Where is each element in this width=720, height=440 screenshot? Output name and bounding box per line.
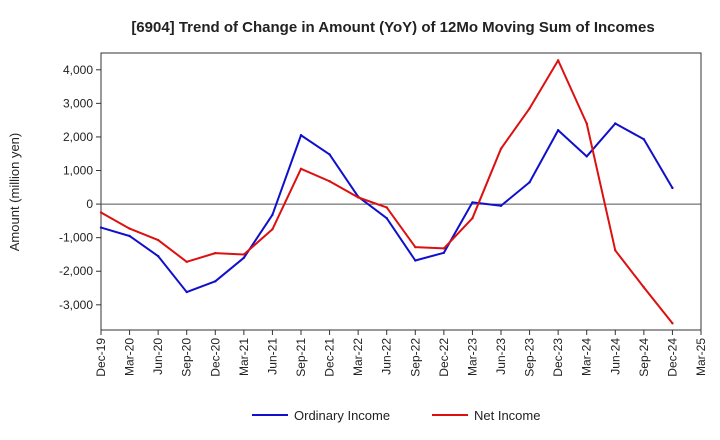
- x-tick-label: Jun-20: [151, 338, 165, 375]
- y-tick-label: 1,000: [63, 164, 93, 178]
- y-tick-label: 2,000: [63, 130, 93, 144]
- data-point-ordinary-income: [99, 226, 103, 229]
- data-point-ordinary-income: [556, 129, 560, 132]
- data-point-ordinary-income: [214, 280, 217, 283]
- data-point-ordinary-income: [499, 204, 503, 207]
- x-tick-label: Mar-23: [465, 338, 479, 376]
- x-tick-label: Mar-22: [351, 338, 365, 376]
- x-tick-label: Jun-23: [494, 338, 508, 375]
- data-point-ordinary-income: [442, 251, 446, 254]
- x-tick-labels: Dec-19 Mar-20 Jun-20 Sep-20 Dec-20 Mar-21 Jun-…: [94, 338, 708, 377]
- legend-item-ordinary-income: Ordinary Income: [252, 408, 390, 423]
- data-point-ordinary-income: [414, 259, 417, 262]
- data-point-ordinary-income: [328, 153, 331, 156]
- data-point-net-income: [99, 211, 103, 214]
- data-point-net-income: [471, 216, 474, 220]
- y-tick-labels: -3,000 -2,000 -1,000 0 1,000 2,000 3,000 4,000: [59, 63, 93, 312]
- y-axis-label: Amount (million yen): [7, 133, 22, 252]
- x-tick-label: Sep-22: [408, 338, 422, 377]
- data-point-net-income: [414, 245, 417, 249]
- data-point-net-income: [499, 147, 503, 150]
- data-point-net-income: [442, 247, 446, 250]
- x-tick-label: Dec-20: [208, 338, 222, 377]
- x-tick-label: Mar-21: [237, 338, 251, 376]
- data-point-net-income: [271, 228, 274, 231]
- data-point-ordinary-income: [156, 254, 160, 258]
- data-point-net-income: [585, 122, 588, 125]
- legend-label: Ordinary Income: [294, 408, 390, 423]
- x-tick-label: Dec-19: [94, 338, 108, 377]
- data-point-net-income: [156, 238, 160, 242]
- x-tick-label: Mar-24: [580, 338, 594, 376]
- x-tick-label: Sep-20: [180, 338, 194, 377]
- data-point-net-income: [642, 286, 646, 289]
- data-point-ordinary-income: [299, 134, 303, 137]
- data-point-ordinary-income: [614, 122, 617, 125]
- data-point-net-income: [356, 196, 360, 199]
- x-tick-label: Jun-21: [265, 338, 279, 375]
- legend: Ordinary Income Net Income: [252, 408, 540, 423]
- data-point-net-income: [242, 253, 246, 256]
- legend-label: Net Income: [474, 408, 540, 423]
- data-point-net-income: [556, 59, 560, 62]
- data-point-net-income: [328, 180, 331, 183]
- data-point-ordinary-income: [128, 234, 131, 238]
- data-point-net-income: [385, 206, 388, 209]
- x-tick-label: Dec-24: [665, 338, 679, 377]
- x-tick-label: Sep-24: [637, 338, 651, 377]
- data-point-ordinary-income: [528, 181, 531, 184]
- legend-item-net-income: Net Income: [432, 408, 540, 423]
- x-tick-label: Dec-21: [323, 338, 337, 377]
- x-tick-label: Mar-25: [694, 338, 708, 376]
- data-point-ordinary-income: [585, 155, 588, 158]
- x-tick-label: Dec-23: [551, 338, 565, 377]
- y-tick-label: 3,000: [63, 96, 93, 110]
- data-point-net-income: [185, 260, 188, 264]
- x-tick-label: Sep-21: [294, 338, 308, 377]
- data-point-ordinary-income: [385, 216, 388, 220]
- chart-title: [6904] Trend of Change in Amount (YoY) o…: [131, 19, 654, 36]
- data-point-net-income: [214, 251, 217, 255]
- x-tick-label: Jun-24: [608, 338, 622, 375]
- x-tick-label: Dec-22: [437, 338, 451, 377]
- data-point-ordinary-income: [671, 186, 674, 190]
- data-point-net-income: [614, 249, 617, 252]
- data-point-net-income: [299, 167, 303, 171]
- data-point-ordinary-income: [471, 201, 474, 204]
- x-tick-label: Sep-23: [523, 338, 537, 377]
- x-tick-label: Mar-20: [123, 338, 137, 376]
- data-point-ordinary-income: [185, 290, 188, 294]
- y-tick-label: 0: [86, 197, 93, 211]
- y-tick-label: 4,000: [63, 63, 93, 77]
- data-point-net-income: [528, 107, 531, 110]
- data-point-ordinary-income: [242, 256, 246, 260]
- data-point-net-income: [671, 322, 674, 325]
- y-tick-label: -1,000: [59, 231, 93, 245]
- plot-frame: [100, 52, 702, 331]
- series-lines: [99, 59, 674, 325]
- y-tick-label: -2,000: [59, 264, 93, 278]
- data-point-net-income: [128, 227, 131, 230]
- data-point-ordinary-income: [271, 213, 274, 217]
- x-tick-label: Jun-22: [380, 338, 394, 375]
- data-point-ordinary-income: [642, 138, 646, 141]
- y-tick-label: -3,000: [59, 298, 93, 312]
